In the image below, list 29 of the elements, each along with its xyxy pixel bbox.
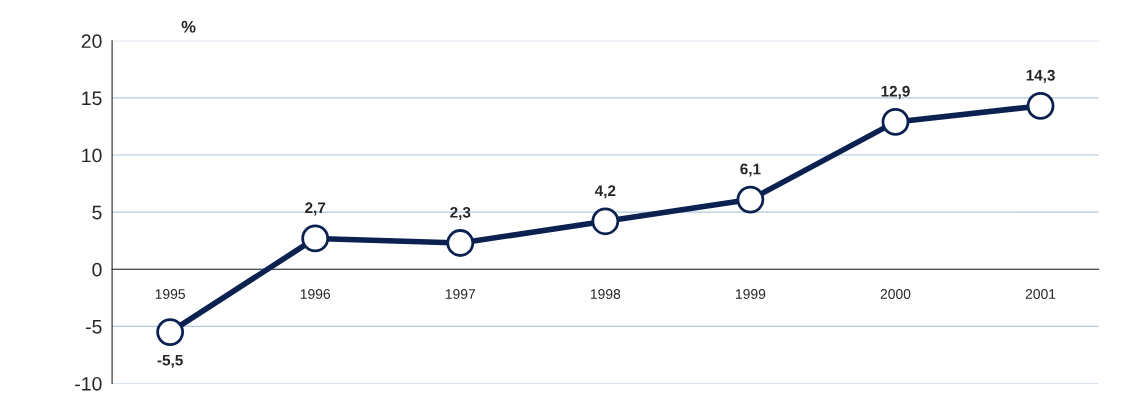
point bbox=[591, 207, 620, 236]
x-tick-label: 1995 bbox=[155, 289, 185, 299]
x-tick-label: 2001 bbox=[1025, 289, 1056, 299]
point bbox=[156, 318, 185, 346]
y-tick-label: 10 bbox=[82, 148, 102, 163]
point bbox=[446, 229, 475, 257]
text: 4,2 bbox=[594, 185, 616, 199]
y-tick-label: 15 bbox=[82, 91, 102, 106]
point bbox=[301, 224, 330, 253]
text: 6,1 bbox=[740, 163, 761, 177]
y-tick-label: -5 bbox=[85, 320, 102, 334]
x-tick-label: 2000 bbox=[880, 289, 911, 299]
text: 2,3 bbox=[450, 206, 471, 220]
y-tick-label: 0 bbox=[92, 262, 102, 277]
x-tick-label: 1999 bbox=[736, 289, 766, 299]
y-tick-label: 5 bbox=[92, 205, 102, 220]
y-tick-label: -10 bbox=[75, 376, 102, 391]
text: 2,7 bbox=[305, 202, 326, 216]
text: 12,9 bbox=[881, 85, 910, 99]
x-tick-label: 1998 bbox=[590, 289, 621, 299]
y-tick-label: 20 bbox=[81, 34, 102, 49]
text: -5,5 bbox=[157, 354, 183, 368]
point bbox=[736, 185, 765, 214]
point bbox=[881, 108, 910, 136]
text: 14,3 bbox=[1026, 69, 1055, 83]
x-tick-label: 1996 bbox=[300, 289, 331, 299]
y-axis-title: % bbox=[181, 20, 196, 33]
x-tick-label: 1997 bbox=[445, 289, 476, 299]
point bbox=[1026, 92, 1055, 120]
